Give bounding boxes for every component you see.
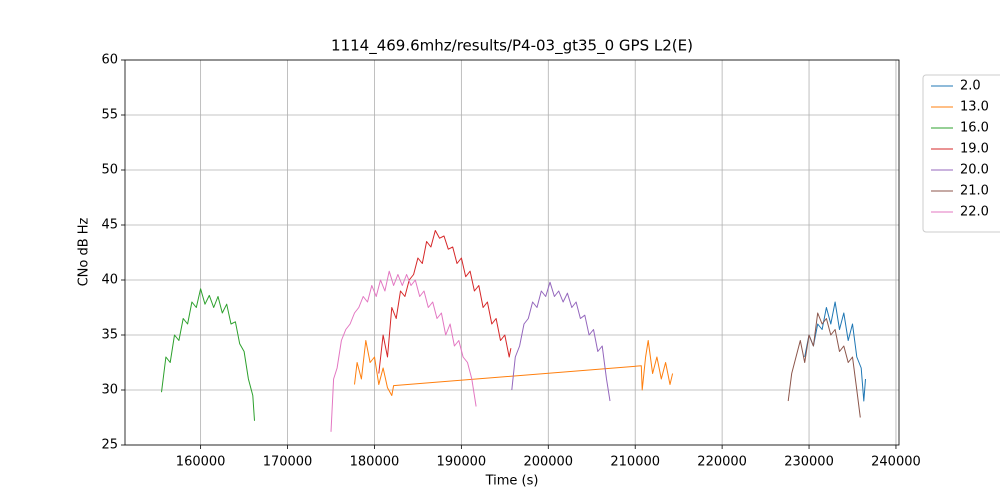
y-tick-label: 60 <box>101 53 118 68</box>
x-tick-label: 200000 <box>523 455 573 470</box>
x-tick-label: 230000 <box>784 455 834 470</box>
series-line <box>354 340 674 396</box>
y-tick-label: 30 <box>101 383 118 398</box>
chart-title: 1114_469.6mhz/results/P4-03_gt35_0 GPS L… <box>331 37 693 56</box>
series-line <box>511 281 611 402</box>
x-tick-label: 220000 <box>697 455 747 470</box>
legend-label: 19.0 <box>960 142 989 157</box>
legend-label: 21.0 <box>960 184 989 199</box>
series-line <box>804 301 866 402</box>
series-line <box>378 230 512 374</box>
y-tick-label: 50 <box>101 163 118 178</box>
series-line <box>161 288 255 421</box>
y-tick-label: 45 <box>101 218 118 233</box>
axes-frame <box>124 59 900 446</box>
legend-box <box>922 74 1000 233</box>
x-tick-label: 190000 <box>437 455 487 470</box>
y-tick-label: 40 <box>101 273 118 288</box>
x-tick-label: 210000 <box>610 455 660 470</box>
series-line <box>330 270 477 432</box>
legend-label: 13.0 <box>960 100 989 115</box>
y-axis-label: CNo dB Hz <box>77 217 92 286</box>
series-line <box>787 312 861 418</box>
y-tick-label: 35 <box>101 328 118 343</box>
x-tick-label: 180000 <box>350 455 400 470</box>
legend-label: 2.0 <box>960 79 981 94</box>
legend-label: 16.0 <box>960 121 989 136</box>
x-tick-label: 170000 <box>263 455 313 470</box>
y-tick-label: 25 <box>101 438 118 453</box>
x-tick-label: 160000 <box>176 455 226 470</box>
x-tick-label: 240000 <box>871 455 921 470</box>
y-tick-label: 55 <box>101 108 118 123</box>
legend-label: 22.0 <box>960 205 989 220</box>
legend-label: 20.0 <box>960 163 989 178</box>
x-axis-label: Time (s) <box>485 474 539 489</box>
